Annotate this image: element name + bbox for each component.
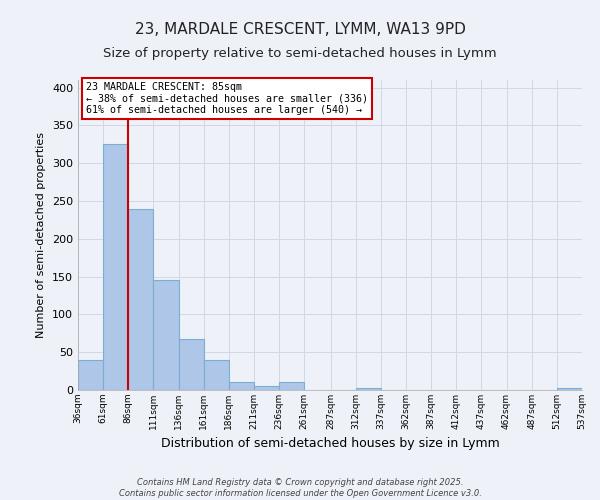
Bar — [356, 388, 381, 390]
Y-axis label: Number of semi-detached properties: Number of semi-detached properties — [37, 132, 46, 338]
Bar — [154, 280, 179, 390]
Bar — [279, 382, 304, 390]
Bar — [204, 360, 229, 390]
Bar — [128, 208, 154, 390]
Bar — [103, 144, 128, 390]
Bar — [78, 360, 103, 390]
Text: 23 MARDALE CRESCENT: 85sqm
← 38% of semi-detached houses are smaller (336)
61% o: 23 MARDALE CRESCENT: 85sqm ← 38% of semi… — [86, 82, 368, 115]
Text: 23, MARDALE CRESCENT, LYMM, WA13 9PD: 23, MARDALE CRESCENT, LYMM, WA13 9PD — [134, 22, 466, 38]
Bar — [229, 382, 254, 390]
Text: Size of property relative to semi-detached houses in Lymm: Size of property relative to semi-detach… — [103, 48, 497, 60]
Text: Contains HM Land Registry data © Crown copyright and database right 2025.
Contai: Contains HM Land Registry data © Crown c… — [119, 478, 481, 498]
Bar — [557, 388, 582, 390]
Bar — [254, 386, 279, 390]
Bar — [179, 340, 204, 390]
X-axis label: Distribution of semi-detached houses by size in Lymm: Distribution of semi-detached houses by … — [161, 438, 499, 450]
